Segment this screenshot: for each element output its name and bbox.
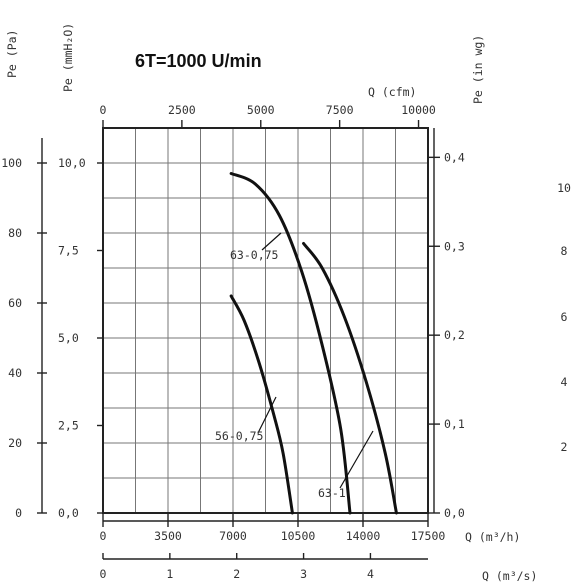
curve-63-1 (302, 242, 398, 515)
y-pa-tick-label: 40 (8, 366, 22, 380)
curve-label: 63-1 (318, 486, 346, 500)
far-right-tick-label: 8 (561, 244, 568, 258)
y-pa-tick-label: 100 (1, 156, 22, 170)
y-right-tick-label: 0,2 (444, 328, 465, 342)
x2-axis-label-m3s: Q (m³/s) (482, 569, 537, 583)
y-mm-tick-label: 2,5 (58, 419, 79, 433)
curve-label: 56-0,75 (215, 429, 263, 443)
y-mm-tick-label: 5,0 (58, 331, 79, 345)
axes: 0 3500 7000 10500 14000 17500 Q (m³/h) 0 1 2 3 4 Q (… (1, 23, 571, 583)
y-right-tick-label: 0,0 (444, 506, 465, 520)
x-tick-label: 7000 (219, 529, 247, 543)
y-axis-label-pa: Pe (Pa) (5, 30, 19, 78)
x2-tick-label: 4 (367, 567, 374, 581)
top-axis-label-cfm: Q (cfm) (368, 85, 416, 99)
y-axis-label-inwg: Pe (in wg) (471, 35, 485, 104)
y-mm-tick-label: 10,0 (58, 156, 86, 170)
y-mm-tick-label: 7,5 (58, 244, 79, 258)
y-axis-label-mmh2o: Pe (mmH₂O) (61, 23, 75, 92)
curves (229, 172, 398, 515)
x2-tick-label: 3 (300, 567, 307, 581)
x-tick-label: 17500 (411, 529, 446, 543)
curve-56-0,75 (229, 294, 294, 515)
x2-tick-label: 2 (233, 567, 240, 581)
x-tick-label: 0 (100, 529, 107, 543)
far-right-tick-label: 2 (561, 440, 568, 454)
curve-label: 63-0,75 (230, 248, 278, 262)
leader-line (339, 430, 374, 489)
top-tick-label: 0 (100, 103, 107, 117)
x-tick-label: 3500 (154, 529, 182, 543)
y-pa-tick-label: 20 (8, 436, 22, 450)
y-pa-tick-label: 0 (15, 506, 22, 520)
leader-line (257, 396, 277, 434)
far-right-tick-label: 4 (561, 375, 568, 389)
y-right-tick-label: 0,3 (444, 239, 465, 253)
annotations: 56-0,75 63-0,75 63-1 (215, 232, 374, 500)
curve-63-0,75 (229, 172, 352, 515)
far-right-tick-label: 6 (561, 310, 568, 324)
y-right-tick-label: 0,4 (444, 150, 465, 164)
x-tick-label: 10500 (281, 529, 316, 543)
y-pa-tick-label: 60 (8, 296, 22, 310)
x-axis-label-m3h: Q (m³/h) (465, 530, 520, 544)
y-pa-tick-label: 80 (8, 226, 22, 240)
x2-tick-label: 0 (100, 567, 107, 581)
grid (102, 127, 429, 514)
y-mm-tick-label: 0,0 (58, 506, 79, 520)
far-right-tick-label: 10 (557, 181, 571, 195)
x-tick-label: 14000 (346, 529, 381, 543)
top-tick-label: 10000 (401, 103, 436, 117)
x2-tick-label: 1 (166, 567, 173, 581)
top-tick-label: 7500 (326, 103, 354, 117)
y-right-tick-label: 0,1 (444, 417, 465, 431)
top-tick-label: 5000 (247, 103, 275, 117)
plot-frame (102, 127, 429, 514)
top-tick-label: 2500 (168, 103, 196, 117)
chart-title: 6T=1000 U/min (135, 51, 262, 71)
leader-line (261, 232, 282, 251)
